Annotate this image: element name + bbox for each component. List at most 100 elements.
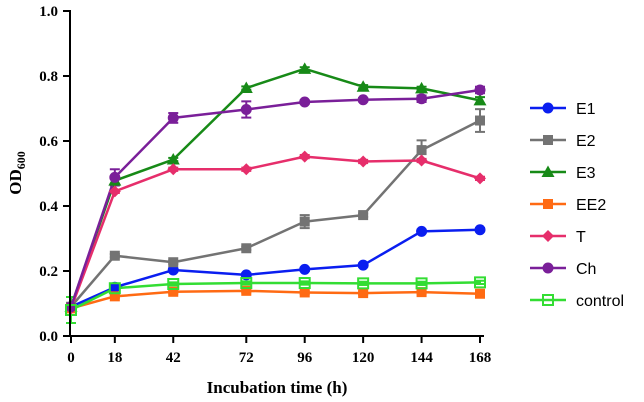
data-point-e2 bbox=[241, 243, 252, 254]
y-tick-label: 0.6 bbox=[39, 134, 58, 150]
legend-item-control: control bbox=[530, 293, 624, 310]
legend-swatch-marker bbox=[541, 165, 555, 177]
legend-swatch-marker bbox=[542, 102, 554, 114]
legend-item-e3: E3 bbox=[530, 165, 596, 182]
data-point-e3 bbox=[239, 81, 253, 94]
x-tick-label: 18 bbox=[107, 350, 122, 366]
legend-label: E1 bbox=[576, 101, 596, 118]
series-line-ee2 bbox=[70, 289, 481, 310]
legend-label: T bbox=[576, 229, 586, 246]
data-point-e1 bbox=[109, 281, 121, 293]
data-point-control bbox=[167, 278, 180, 290]
data-point-t bbox=[474, 172, 486, 185]
legend-item-t: T bbox=[530, 229, 586, 246]
y-ticks: 0.0 0.2 0.4 0.6 0.8 1.0 bbox=[39, 4, 70, 345]
series-line-control bbox=[70, 281, 481, 312]
data-point-ee2 bbox=[168, 286, 179, 297]
data-point-e3 bbox=[166, 153, 180, 165]
data-point-e3 bbox=[415, 81, 429, 94]
legend-item-ch: Ch bbox=[530, 261, 596, 278]
y-tick-label: 0.8 bbox=[39, 69, 58, 85]
x-ticks: 0 18 42 72 96 120 144 168 bbox=[67, 336, 491, 366]
series-lines bbox=[69, 67, 481, 312]
data-point-t bbox=[108, 185, 121, 198]
legend-label: E3 bbox=[576, 165, 596, 182]
x-tick-label: 96 bbox=[297, 350, 313, 366]
x-tick-label: 120 bbox=[352, 350, 375, 366]
y-axis-title-main: OD bbox=[6, 169, 25, 195]
data-point-control bbox=[298, 277, 311, 290]
data-point-e3 bbox=[473, 93, 487, 106]
data-point-t bbox=[298, 150, 311, 163]
legend-swatch-marker bbox=[542, 262, 554, 274]
legend-swatch-marker bbox=[542, 294, 554, 306]
y-axis-title-subscript: 600 bbox=[14, 151, 28, 169]
data-point-e3 bbox=[356, 80, 370, 92]
y-axis-title: OD600 bbox=[6, 151, 28, 195]
x-tick-label: 42 bbox=[166, 350, 181, 366]
legend-swatch-marker bbox=[543, 135, 553, 145]
y-tick-label: 0.2 bbox=[39, 264, 58, 280]
data-point-e1 bbox=[416, 225, 428, 237]
data-point-control bbox=[415, 277, 428, 290]
data-point-control bbox=[240, 277, 253, 290]
data-point-control bbox=[108, 282, 121, 295]
data-point-ch bbox=[474, 84, 486, 96]
data-point-e2 bbox=[299, 216, 310, 227]
legend-label: E2 bbox=[576, 133, 596, 150]
legend: E1 E2 E3 EE2 T Ch control bbox=[530, 101, 624, 310]
data-point-t bbox=[167, 163, 180, 176]
x-tick-label: 144 bbox=[410, 350, 433, 366]
x-tick-label: 0 bbox=[67, 350, 75, 366]
legend-item-ee2: EE2 bbox=[530, 197, 606, 214]
data-point-t bbox=[240, 163, 253, 176]
series-line-e3 bbox=[69, 67, 481, 308]
data-point-e1 bbox=[474, 224, 486, 236]
legend-label: Ch bbox=[576, 261, 596, 278]
y-tick-label: 0.4 bbox=[39, 199, 58, 215]
data-point-e2 bbox=[109, 250, 120, 261]
data-point-ee2 bbox=[299, 287, 310, 298]
series-markers bbox=[64, 62, 487, 316]
data-point-ch bbox=[240, 103, 252, 115]
data-point-e2 bbox=[168, 257, 179, 268]
data-point-e3 bbox=[298, 62, 312, 74]
series-line-e1 bbox=[70, 228, 481, 308]
legend-item-e1: E1 bbox=[530, 101, 596, 118]
data-point-e2 bbox=[358, 210, 369, 221]
legend-label: EE2 bbox=[576, 197, 606, 214]
series-line-ch bbox=[69, 88, 481, 308]
data-point-ch bbox=[109, 171, 121, 183]
data-point-ee2 bbox=[109, 291, 120, 302]
y-tick-label: 0.0 bbox=[39, 329, 58, 345]
data-point-ee2 bbox=[416, 287, 427, 298]
data-point-e1 bbox=[167, 264, 179, 276]
legend-label: control bbox=[576, 293, 624, 310]
y-tick-label: 1.0 bbox=[39, 4, 58, 20]
data-point-control bbox=[357, 277, 370, 290]
data-point-ee2 bbox=[358, 288, 369, 299]
data-point-e2 bbox=[475, 115, 485, 126]
legend-swatch-marker bbox=[543, 199, 553, 209]
data-point-ch bbox=[416, 93, 428, 105]
plot-area bbox=[64, 62, 487, 324]
x-tick-label: 168 bbox=[469, 350, 492, 366]
data-point-t bbox=[357, 155, 370, 168]
x-axis-title: Incubation time (h) bbox=[207, 378, 348, 397]
data-point-ch bbox=[357, 94, 369, 106]
legend-item-e2: E2 bbox=[530, 133, 596, 150]
data-point-ch bbox=[299, 96, 311, 108]
data-point-t bbox=[415, 154, 428, 167]
data-point-e1 bbox=[357, 259, 369, 271]
series-line-t bbox=[69, 155, 481, 309]
data-point-ch bbox=[167, 112, 179, 124]
axes: 0.0 0.2 0.4 0.6 0.8 1.0 0 18 42 72 96 120 144 168 bbox=[39, 4, 491, 366]
data-point-ee2 bbox=[475, 288, 485, 299]
data-point-control bbox=[474, 276, 486, 289]
x-tick-label: 72 bbox=[239, 350, 254, 366]
data-point-e1 bbox=[299, 263, 311, 275]
data-point-e2 bbox=[416, 145, 427, 156]
legend-swatch-marker bbox=[542, 230, 554, 242]
data-point-ee2 bbox=[241, 285, 252, 296]
